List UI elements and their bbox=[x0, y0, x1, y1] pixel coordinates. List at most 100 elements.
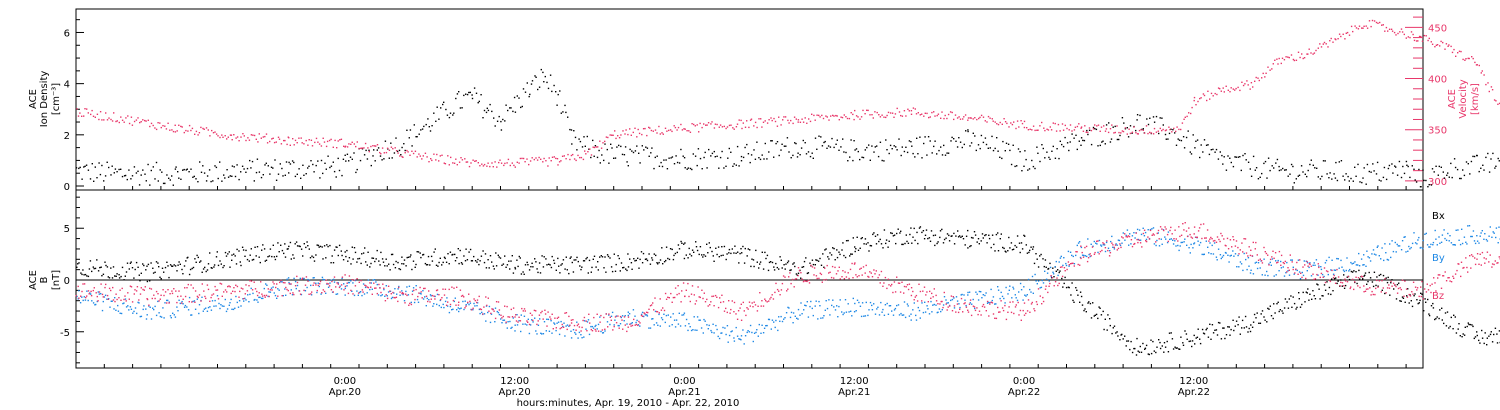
data-point bbox=[1130, 243, 1132, 245]
data-point bbox=[1387, 30, 1389, 32]
data-point bbox=[795, 142, 797, 145]
data-point bbox=[1474, 61, 1476, 64]
data-point bbox=[1395, 34, 1397, 36]
data-point bbox=[211, 300, 214, 302]
data-point bbox=[742, 156, 745, 159]
data-point bbox=[1309, 163, 1311, 166]
data-point bbox=[1258, 79, 1260, 82]
data-point bbox=[906, 240, 908, 243]
data-point bbox=[565, 256, 567, 258]
data-point bbox=[436, 289, 439, 291]
data-point bbox=[424, 262, 427, 265]
data-point bbox=[287, 277, 290, 279]
data-point bbox=[818, 300, 820, 303]
data-point bbox=[1312, 264, 1314, 266]
data-point bbox=[373, 149, 375, 151]
data-point bbox=[585, 153, 587, 155]
data-point bbox=[479, 312, 481, 315]
data-point bbox=[1309, 293, 1311, 295]
data-point bbox=[204, 266, 206, 269]
data-point bbox=[515, 314, 517, 316]
data-point bbox=[1227, 89, 1229, 91]
data-point bbox=[821, 114, 823, 117]
data-point bbox=[1313, 295, 1315, 297]
data-point bbox=[412, 287, 415, 289]
data-point bbox=[1217, 321, 1220, 324]
data-point bbox=[1490, 158, 1492, 160]
data-point bbox=[989, 301, 991, 304]
data-point bbox=[159, 315, 162, 318]
data-point bbox=[1201, 253, 1203, 256]
data-point bbox=[425, 123, 427, 126]
data-point bbox=[970, 142, 973, 144]
data-point bbox=[1447, 172, 1449, 174]
data-point bbox=[416, 136, 418, 138]
data-point bbox=[814, 119, 816, 121]
data-point bbox=[1097, 317, 1099, 320]
data-point bbox=[905, 115, 907, 117]
data-point bbox=[1090, 129, 1093, 132]
data-point bbox=[1379, 21, 1381, 24]
data-point bbox=[926, 112, 928, 115]
data-point bbox=[234, 290, 236, 293]
data-point bbox=[140, 287, 142, 289]
data-point bbox=[534, 75, 536, 77]
data-point bbox=[1269, 169, 1271, 172]
data-point bbox=[1306, 53, 1308, 55]
data-point bbox=[590, 154, 593, 156]
data-point bbox=[967, 129, 969, 131]
data-point bbox=[699, 246, 702, 248]
data-point bbox=[294, 285, 297, 287]
data-point bbox=[984, 234, 986, 237]
data-point bbox=[205, 270, 207, 273]
data-point bbox=[1327, 46, 1329, 48]
data-point bbox=[728, 248, 731, 251]
data-point bbox=[406, 129, 408, 131]
data-point bbox=[330, 138, 332, 141]
data-point bbox=[1454, 166, 1457, 169]
data-point bbox=[801, 266, 803, 268]
data-point bbox=[381, 294, 383, 296]
data-point bbox=[978, 290, 981, 293]
data-point bbox=[1491, 236, 1493, 238]
data-point bbox=[167, 289, 169, 291]
data-point bbox=[569, 257, 571, 259]
data-point bbox=[174, 124, 176, 126]
data-point bbox=[696, 329, 698, 331]
data-point bbox=[129, 306, 132, 308]
data-point bbox=[671, 248, 673, 251]
data-point bbox=[587, 272, 589, 274]
data-point bbox=[342, 158, 345, 160]
data-point bbox=[807, 151, 810, 153]
data-point bbox=[1023, 286, 1025, 288]
data-point bbox=[1273, 275, 1275, 277]
data-point bbox=[1032, 292, 1034, 294]
data-point bbox=[218, 302, 220, 305]
data-point bbox=[1334, 269, 1337, 271]
data-point bbox=[1273, 167, 1275, 169]
data-point bbox=[792, 322, 794, 324]
data-point bbox=[1214, 92, 1216, 95]
data-point bbox=[1277, 63, 1279, 65]
data-point bbox=[117, 310, 120, 312]
data-point bbox=[829, 252, 831, 254]
data-point bbox=[1143, 235, 1146, 237]
data-point bbox=[460, 157, 462, 159]
data-point bbox=[1269, 69, 1271, 71]
data-point bbox=[1445, 43, 1448, 45]
data-point bbox=[1030, 291, 1032, 293]
data-point bbox=[691, 249, 694, 251]
data-point bbox=[1347, 175, 1349, 178]
data-point bbox=[433, 153, 435, 155]
data-point bbox=[1254, 262, 1256, 264]
data-point bbox=[840, 146, 842, 148]
data-point bbox=[1296, 306, 1298, 309]
data-point bbox=[231, 259, 233, 261]
data-point bbox=[1289, 173, 1291, 175]
data-point bbox=[1264, 274, 1266, 276]
data-point bbox=[535, 330, 537, 332]
data-point bbox=[1369, 277, 1372, 279]
data-point bbox=[948, 240, 951, 242]
data-point bbox=[312, 163, 314, 166]
data-point bbox=[448, 164, 450, 166]
